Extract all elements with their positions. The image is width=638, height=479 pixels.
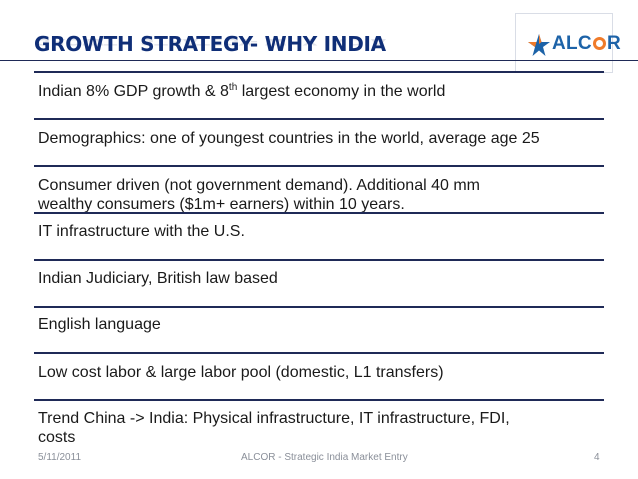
- bullet-demographics: Demographics: one of youngest countries …: [38, 130, 540, 147]
- bullet-it-infrastructure: IT infrastructure with the U.S.: [38, 223, 245, 240]
- divider-line: [34, 399, 604, 401]
- title-rule: [0, 60, 638, 61]
- bullet-line: Consumer driven (not government demand).…: [38, 177, 480, 194]
- divider-line: [34, 306, 604, 308]
- logo-text-start: ALC: [552, 33, 592, 54]
- bullet-line: costs: [38, 429, 76, 446]
- divider-line: [34, 352, 604, 354]
- divider-line: [34, 165, 604, 167]
- bullet-text: largest economy in the world: [237, 83, 446, 100]
- bullet-line: Trend China -> India: Physical infrastru…: [38, 410, 510, 427]
- slide-title: GROWTH STRATEGY- WHY INDIA: [34, 32, 386, 56]
- bullet-consumer: Consumer driven (not government demand).…: [38, 176, 598, 214]
- bullet-gdp: Indian 8% GDP growth & 8th largest econo…: [38, 82, 598, 101]
- page-number: 4: [594, 452, 600, 463]
- company-logo: ALC R: [515, 13, 621, 73]
- bullet-judiciary: Indian Judiciary, British law based: [38, 270, 278, 287]
- logo-o-ring-icon: [592, 37, 606, 50]
- logo-wordmark: ALC R: [552, 33, 621, 55]
- bullet-trend: Trend China -> India: Physical infrastru…: [38, 409, 598, 447]
- divider-line: [34, 259, 604, 261]
- divider-line: [34, 71, 604, 73]
- divider-line: [34, 118, 604, 120]
- divider-line: [34, 212, 604, 214]
- alcor-star-icon: [528, 34, 550, 56]
- bullet-line: wealthy consumers ($1m+ earners) within …: [38, 196, 405, 213]
- footer-date: 5/11/2011: [38, 452, 82, 463]
- bullet-text: Indian 8% GDP growth & 8: [38, 83, 229, 100]
- bullet-superscript: th: [228, 82, 238, 93]
- bullet-english: English language: [38, 316, 161, 333]
- bullet-labor: Low cost labor & large labor pool (domes…: [38, 364, 444, 381]
- logo-text-end: R: [606, 33, 621, 54]
- footer-title: ALCOR - Strategic India Market Entry: [241, 452, 408, 463]
